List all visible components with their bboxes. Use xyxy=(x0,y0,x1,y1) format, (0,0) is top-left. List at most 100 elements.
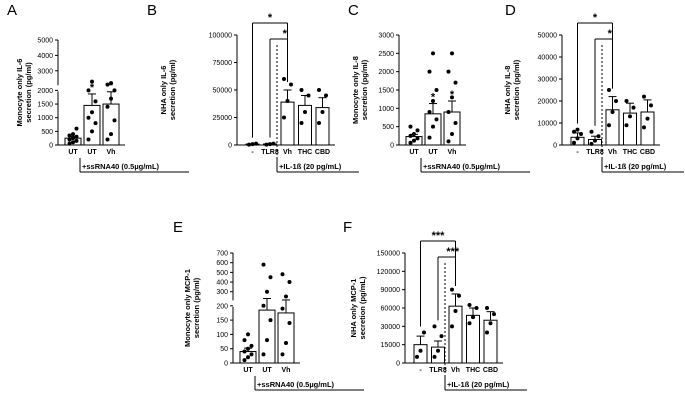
y-tick-label: 30000 xyxy=(538,77,558,84)
y-tick-label: 150 xyxy=(216,318,228,325)
x-tick-label: THC xyxy=(466,367,480,374)
data-point xyxy=(415,354,419,359)
data-point xyxy=(280,272,285,277)
significance-marker: * xyxy=(109,80,114,92)
data-point xyxy=(610,110,615,114)
y-tick-label: 2000 xyxy=(378,69,394,76)
data-point xyxy=(446,69,451,74)
bar xyxy=(280,101,295,146)
y-tick-label: 3000 xyxy=(37,68,53,75)
data-point xyxy=(86,137,91,142)
data-point xyxy=(67,141,72,146)
y-tick-label: 0 xyxy=(390,143,394,150)
data-point xyxy=(624,99,629,103)
y-tick-label: 300 xyxy=(216,289,228,296)
bar xyxy=(258,309,276,364)
data-point xyxy=(422,330,426,335)
y-tick-label: 1500 xyxy=(378,88,394,95)
data-point xyxy=(645,116,650,121)
data-point xyxy=(268,142,272,147)
data-point xyxy=(268,318,273,323)
significance-marker: * xyxy=(450,89,455,101)
x-tick-label: CBD xyxy=(640,149,655,156)
data-point xyxy=(242,358,247,363)
data-point xyxy=(284,294,288,299)
data-point xyxy=(109,81,113,86)
y-tick-label: 1000 xyxy=(378,106,394,113)
y-tick-label: 3000 xyxy=(378,33,394,40)
x-tick-label: TLR8 xyxy=(586,149,604,156)
data-point xyxy=(109,96,113,101)
y-tick-label: 2000 xyxy=(37,88,53,95)
data-point xyxy=(628,114,632,119)
x-tick-label: Vh xyxy=(107,149,116,156)
bar xyxy=(424,113,442,146)
data-point xyxy=(431,99,435,103)
y-axis-label: Monocyte only IL-8 xyxy=(351,56,360,124)
bar xyxy=(102,103,120,146)
y-tick-label: 0 xyxy=(396,361,400,368)
y-tick-label: 100000 xyxy=(209,33,232,40)
bar xyxy=(443,111,461,146)
data-point xyxy=(572,129,576,134)
data-point xyxy=(74,134,79,139)
data-point xyxy=(642,94,646,99)
data-point xyxy=(431,124,435,129)
y-tick-label: 1000 xyxy=(37,115,53,122)
treatment-label: +IL-1ß (20 pg/mL) xyxy=(279,162,342,171)
bar xyxy=(448,305,463,364)
y-tick-label: 75000 xyxy=(213,60,233,67)
data-point xyxy=(457,293,461,298)
data-point xyxy=(408,140,413,145)
data-point xyxy=(432,354,437,359)
data-point xyxy=(71,140,75,145)
data-point xyxy=(434,117,439,122)
data-point xyxy=(415,136,420,141)
data-point xyxy=(614,99,618,103)
data-point xyxy=(306,93,311,98)
chart-panel-e: E Monocyte only MCP-1 secretion (pg/ml) 0 50… xyxy=(173,219,364,391)
y-tick-label: 50 xyxy=(220,346,228,353)
data-point xyxy=(287,280,292,285)
data-point xyxy=(320,110,325,114)
data-point xyxy=(624,123,629,128)
y-tick-label: 400 xyxy=(216,280,228,287)
data-point xyxy=(105,137,110,142)
panel-letter: A xyxy=(7,2,17,19)
x-tick-label: TLR8 xyxy=(261,149,279,156)
data-point xyxy=(109,132,113,137)
y-tick-label: 40000 xyxy=(538,55,558,62)
treatment-label: +ssRNA40 (0.5µg/mL) xyxy=(82,162,160,171)
data-point xyxy=(427,69,432,74)
y-tick-label: 120000 xyxy=(377,269,400,276)
data-point xyxy=(261,352,266,357)
x-tick-label: Vh xyxy=(451,367,460,374)
data-point xyxy=(492,312,496,317)
bar xyxy=(483,319,498,364)
y-axis-label: secretion (pg/ml) xyxy=(512,59,521,120)
data-point xyxy=(105,104,110,109)
y-axis-label: Monocyte only IL-6 xyxy=(15,59,24,127)
data-point xyxy=(242,349,247,354)
data-point xyxy=(280,352,285,357)
x-tick-label: THC xyxy=(623,149,637,156)
x-tick-label: UT xyxy=(87,149,97,156)
treatment-label: +IL-1ß (20 pg/mL) xyxy=(604,162,667,171)
data-point xyxy=(287,320,292,325)
significance-marker: * xyxy=(431,92,436,104)
y-tick-label: 20000 xyxy=(538,99,558,106)
y-tick-label: 500 xyxy=(41,129,53,136)
data-point xyxy=(427,135,432,140)
data-point xyxy=(453,121,458,125)
data-point xyxy=(418,348,423,353)
data-point xyxy=(282,115,286,120)
y-tick-label: 200 xyxy=(216,303,228,310)
x-tick-label: Vh xyxy=(283,149,292,156)
data-point xyxy=(589,141,594,146)
data-point xyxy=(86,115,91,120)
y-axis-label: NHA only IL-8 xyxy=(503,66,512,115)
data-point xyxy=(303,110,307,114)
data-point xyxy=(71,136,75,141)
treatment-label: +ssRNA40 (0.5µg/mL) xyxy=(257,380,335,389)
